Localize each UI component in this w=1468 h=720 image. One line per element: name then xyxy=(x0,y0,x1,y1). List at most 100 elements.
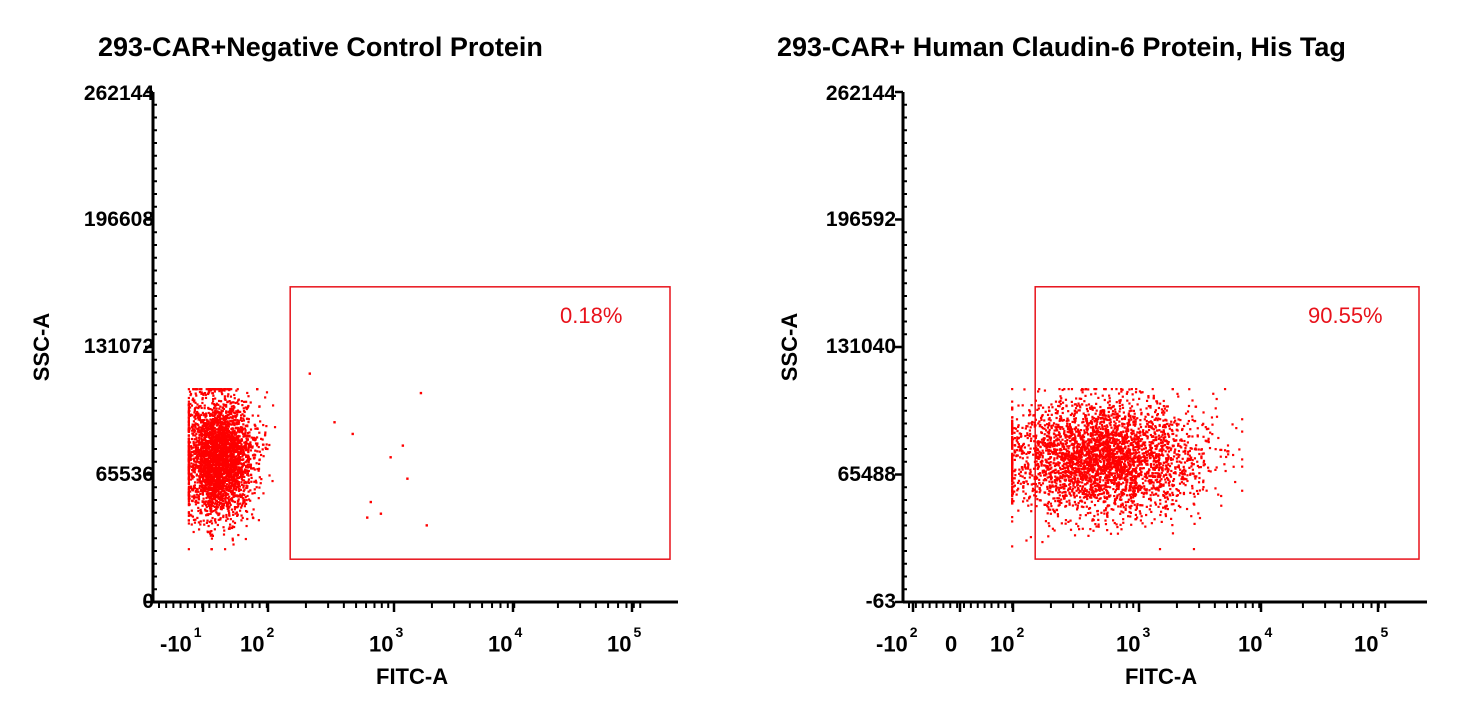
data-point xyxy=(1122,455,1125,458)
data-point xyxy=(256,450,259,453)
data-point xyxy=(1121,442,1124,446)
data-point xyxy=(235,467,238,470)
data-point xyxy=(1090,406,1093,409)
data-point xyxy=(201,464,204,467)
data-point xyxy=(230,388,233,391)
data-point xyxy=(1093,514,1096,518)
data-point xyxy=(227,443,230,446)
data-point xyxy=(1130,458,1133,461)
data-point xyxy=(204,508,207,511)
data-point xyxy=(204,416,207,419)
data-point xyxy=(1122,506,1125,509)
data-point xyxy=(228,449,232,452)
data-point xyxy=(215,428,218,431)
data-point xyxy=(244,406,247,409)
data-point xyxy=(1198,489,1201,492)
data-point xyxy=(216,431,219,434)
data-point xyxy=(187,488,190,491)
data-point xyxy=(1072,449,1075,452)
data-point xyxy=(224,398,227,401)
data-point xyxy=(203,449,206,453)
data-point xyxy=(1098,433,1101,436)
data-point xyxy=(210,529,213,533)
data-point xyxy=(1089,496,1092,499)
data-point xyxy=(1041,442,1044,445)
data-point xyxy=(210,519,213,522)
data-point xyxy=(1056,513,1059,516)
data-point xyxy=(228,409,231,413)
data-point xyxy=(233,508,236,511)
data-point xyxy=(255,481,258,484)
data-point xyxy=(251,492,254,495)
data-point xyxy=(213,436,216,439)
data-point xyxy=(219,493,222,496)
data-point xyxy=(216,433,219,437)
data-point xyxy=(247,421,250,424)
data-point xyxy=(1064,448,1068,451)
data-point xyxy=(200,447,204,450)
data-point xyxy=(247,449,250,452)
data-point xyxy=(214,458,217,461)
data-point xyxy=(1166,405,1169,408)
data-point xyxy=(248,431,251,434)
data-point xyxy=(1098,497,1101,501)
data-point xyxy=(1112,416,1115,419)
data-point xyxy=(189,402,192,406)
data-point xyxy=(192,442,195,445)
data-point xyxy=(196,430,199,433)
data-point xyxy=(215,489,218,492)
data-point xyxy=(243,493,246,497)
data-point xyxy=(225,434,228,437)
data-point xyxy=(246,405,250,408)
data-point xyxy=(230,455,233,458)
data-point xyxy=(1100,423,1104,427)
data-point xyxy=(196,410,199,414)
data-point xyxy=(206,478,209,481)
data-point xyxy=(1149,406,1152,409)
data-point xyxy=(1150,522,1153,525)
data-point xyxy=(1105,446,1108,449)
data-point xyxy=(193,481,197,484)
data-point xyxy=(197,457,200,460)
data-point xyxy=(218,416,221,419)
data-point xyxy=(1118,471,1122,474)
data-point xyxy=(220,496,224,499)
data-point xyxy=(240,514,243,517)
data-point xyxy=(1084,514,1087,517)
data-point xyxy=(214,397,217,400)
data-point xyxy=(209,422,213,425)
data-point xyxy=(209,449,212,452)
data-point xyxy=(1130,431,1133,435)
data-point xyxy=(239,475,242,479)
data-point xyxy=(227,498,230,501)
data-point xyxy=(194,496,197,499)
data-point xyxy=(1129,511,1132,514)
data-point xyxy=(228,467,231,470)
data-point xyxy=(218,467,221,470)
data-point xyxy=(249,449,253,452)
data-point xyxy=(1131,463,1134,466)
data-point xyxy=(231,457,234,460)
data-point xyxy=(1078,463,1081,466)
data-point xyxy=(1029,447,1032,450)
data-point xyxy=(1182,482,1185,485)
data-point xyxy=(1211,423,1214,426)
data-point xyxy=(246,517,249,521)
data-point xyxy=(1121,504,1124,507)
data-point xyxy=(240,468,243,471)
data-point xyxy=(1171,483,1174,486)
data-point xyxy=(217,431,220,434)
data-point xyxy=(1081,492,1084,495)
data-point xyxy=(214,474,218,477)
data-point xyxy=(1039,451,1043,455)
data-point xyxy=(212,444,216,447)
data-point xyxy=(222,433,225,437)
data-point xyxy=(228,495,231,498)
data-point xyxy=(1157,458,1161,462)
data-point xyxy=(215,411,219,414)
data-point xyxy=(237,481,240,484)
data-point xyxy=(1029,536,1033,539)
data-point xyxy=(1105,463,1109,466)
data-point xyxy=(1210,416,1214,419)
data-point xyxy=(194,417,197,421)
